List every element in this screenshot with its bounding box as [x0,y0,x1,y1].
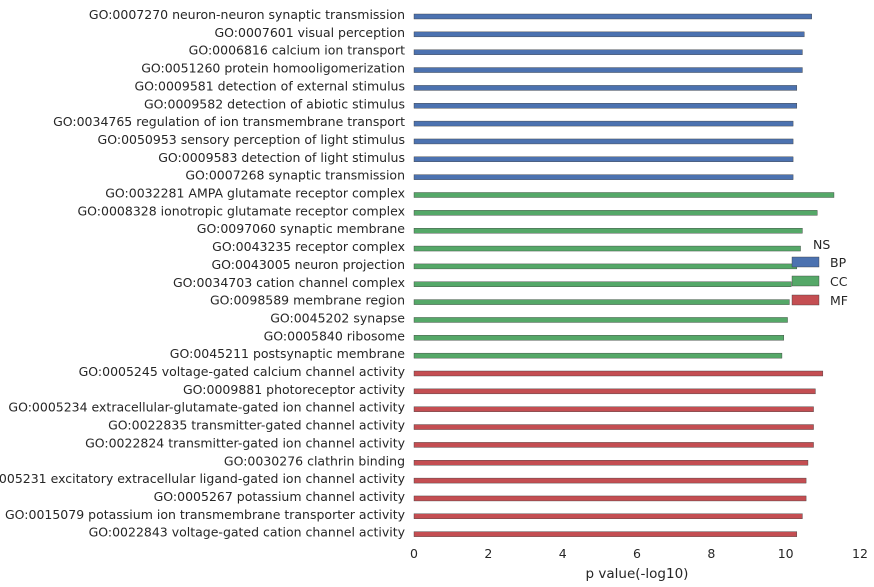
category-label: GO:0005231 excitatory extracellular liga… [0,471,406,486]
category-label: GO:0045211 postsynaptic membrane [170,346,406,361]
bar-bp [413,67,803,73]
category-label: GO:0009581 detection of external stimulu… [135,78,406,93]
bar-bp [413,49,803,55]
category-label: GO:0007268 synaptic transmission [185,168,405,183]
bar-cc [413,245,801,252]
bar-cc [413,210,818,216]
bar-bp [413,85,798,91]
bar-bp [413,120,794,127]
bar-bp [413,13,812,20]
category-label: GO:0030276 clathrin binding [224,453,405,468]
category-label: GO:0008328 ionotropic glutamate receptor… [78,203,406,218]
bar-cc [413,317,788,323]
category-label: GO:0005234 extracellular-glutamate-gated… [8,400,405,415]
x-axis-label: p value(-log10) [586,566,689,582]
legend-swatch-mf [791,294,820,306]
category-label: GO:0022843 voltage-gated cation channel … [89,525,406,540]
legend-swatch-cc [791,275,820,287]
bar-mf [413,513,803,519]
category-label: GO:0007601 visual perception [214,25,405,40]
category-label: GO:0050953 sensory perception of light s… [98,132,405,147]
x-tick-label: 12 [852,546,868,561]
x-tick-label: 4 [559,546,567,561]
x-tick-label: 6 [633,546,641,561]
bar-cc [413,263,798,270]
x-axis: 0 2 4 6 8 10 12 [410,546,868,561]
bar-cc [413,192,835,198]
category-label: GO:0043005 neuron projection [211,257,405,272]
bar-bp [413,31,805,38]
category-label: GO:0005267 potassium channel activity [154,489,406,504]
bar-mf [413,370,824,377]
category-label: GO:0005840 ribosome [264,328,406,343]
bars [413,13,835,537]
bar-cc [413,299,790,305]
legend-title: NS [813,237,830,252]
category-label: GO:0043235 receptor complex [212,239,405,254]
bar-mf [413,531,798,537]
x-tick-label: 10 [778,546,794,561]
category-label: GO:0009582 detection of abiotic stimulus [144,96,405,111]
category-label: GO:0007270 neuron-neuron synaptic transm… [89,7,405,22]
bar-cc [413,227,803,234]
bar-cc [413,352,783,359]
bar-mf [413,460,809,466]
bar-mf [413,388,816,395]
bar-bp [413,156,794,163]
x-tick-label: 0 [410,546,418,561]
category-label: GO:0034765 regulation of ion transmembra… [53,114,405,129]
category-label: GO:0034703 cation channel complex [173,275,405,290]
bar-cc [413,335,785,341]
bar-bp [413,174,794,180]
x-tick-label: 2 [484,546,492,561]
bar-mf [413,477,807,484]
category-label: GO:0051260 protein homooligomerization [141,61,405,76]
category-label: GO:0032281 AMPA glutamate receptor compl… [105,186,405,201]
bar-mf [413,406,814,412]
x-tick-label: 8 [707,546,715,561]
category-labels: GO:0007270 neuron-neuron synaptic transm… [0,7,406,540]
bar-mf [413,424,814,430]
bar-cc [413,281,792,287]
category-label: GO:0098589 membrane region [210,293,405,308]
category-label: GO:0015079 potassium ion transmembrane t… [5,507,406,522]
category-label: GO:0006816 calcium ion transport [189,43,405,58]
category-label: GO:0022824 transmitter-gated ion channel… [85,435,406,450]
legend-label-cc: CC [830,274,848,289]
category-label: GO:0022835 transmitter-gated channel act… [108,418,405,433]
legend-label-bp: BP [830,255,847,270]
bar-bp [413,103,798,109]
category-label: GO:0009881 photoreceptor activity [183,382,406,397]
bar-mf [413,442,814,448]
legend-label-mf: MF [830,293,848,308]
category-label: GO:0097060 synaptic membrane [197,221,406,236]
bar-mf [413,495,807,502]
category-label: GO:0005245 voltage-gated calcium channel… [79,364,406,379]
category-label: GO:0045202 synapse [270,310,405,325]
bar-bp [413,138,794,145]
legend-swatch-bp [791,256,820,268]
category-label: GO:0009583 detection of light stimulus [158,150,405,165]
